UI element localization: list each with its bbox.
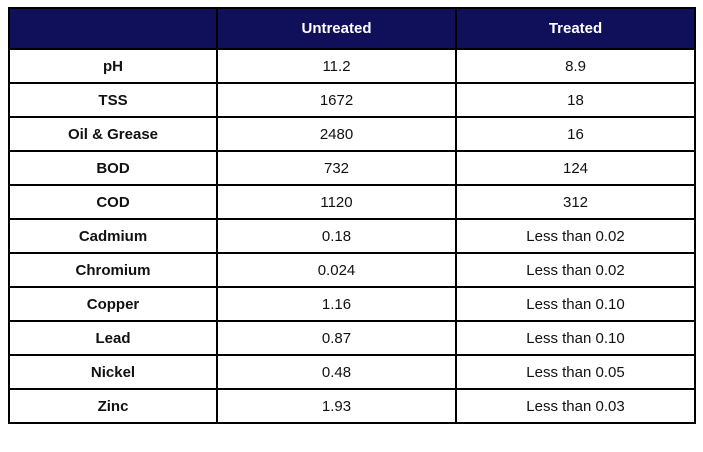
header-row: Untreated Treated [8,7,696,50]
untreated-value: 0.024 [216,252,457,288]
table-row: Nickel 0.48 Less than 0.05 [8,354,696,390]
untreated-value: 732 [216,150,457,186]
row-label: Lead [8,320,218,356]
treated-value: Less than 0.05 [455,354,696,390]
table-row: Cadmium 0.18 Less than 0.02 [8,218,696,254]
table-row: Oil & Grease 2480 16 [8,116,696,152]
header-empty-cell [8,7,218,50]
untreated-value: 2480 [216,116,457,152]
table-row: Zinc 1.93 Less than 0.03 [8,388,696,424]
table-row: Chromium 0.024 Less than 0.02 [8,252,696,288]
row-label: Oil & Grease [8,116,218,152]
treated-value: Less than 0.02 [455,252,696,288]
row-label: Nickel [8,354,218,390]
table-row: Lead 0.87 Less than 0.10 [8,320,696,356]
treated-value: 16 [455,116,696,152]
header-treated: Treated [455,7,696,50]
treated-value: Less than 0.10 [455,320,696,356]
untreated-value: 0.18 [216,218,457,254]
row-label: Chromium [8,252,218,288]
treated-value: 8.9 [455,48,696,84]
untreated-value: 1.93 [216,388,457,424]
treated-value: Less than 0.10 [455,286,696,322]
untreated-value: 0.48 [216,354,457,390]
row-label: TSS [8,82,218,118]
treated-value: 18 [455,82,696,118]
treated-value: 312 [455,184,696,220]
table-row: Copper 1.16 Less than 0.10 [8,286,696,322]
treated-value: Less than 0.02 [455,218,696,254]
treated-value: Less than 0.03 [455,388,696,424]
row-label: BOD [8,150,218,186]
row-label: COD [8,184,218,220]
header-untreated: Untreated [216,7,457,50]
treated-value: 124 [455,150,696,186]
treatment-results-table: Untreated Treated pH 11.2 8.9 TSS 1672 1… [8,7,696,424]
table-row: pH 11.2 8.9 [8,48,696,84]
untreated-value: 11.2 [216,48,457,84]
row-label: Copper [8,286,218,322]
untreated-value: 0.87 [216,320,457,356]
table-row: COD 1120 312 [8,184,696,220]
table-row: BOD 732 124 [8,150,696,186]
untreated-value: 1120 [216,184,457,220]
row-label: pH [8,48,218,84]
untreated-value: 1.16 [216,286,457,322]
table-row: TSS 1672 18 [8,82,696,118]
row-label: Zinc [8,388,218,424]
untreated-value: 1672 [216,82,457,118]
row-label: Cadmium [8,218,218,254]
